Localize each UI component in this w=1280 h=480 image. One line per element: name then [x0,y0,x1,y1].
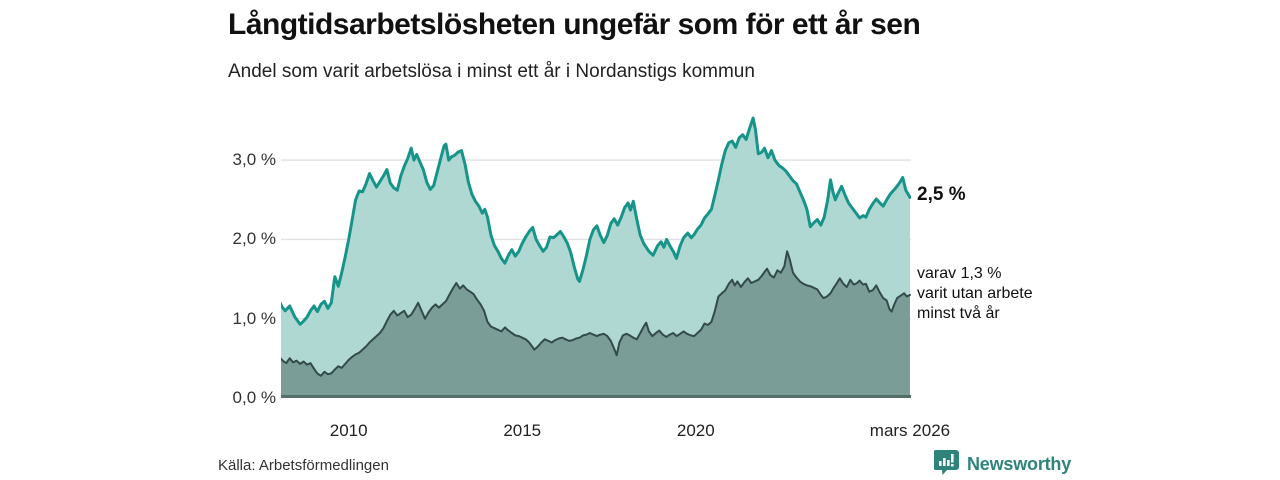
x-axis-tick-label: 2010 [329,421,368,440]
page-subtitle: Andel som varit arbetslösa i minst ett å… [228,61,755,82]
brand-name: Newsworthy [967,453,1072,474]
y-axis-tick-label: 1,0 % [232,308,276,328]
y-axis-tick-label: 0,0 % [232,388,276,407]
source-text: Källa: Arbetsförmedlingen [218,457,389,474]
end-value-label: 2,5 % [917,184,966,206]
x-axis-tick-label: 2020 [676,421,715,440]
y-axis-tick-label: 3,0 % [232,150,276,170]
x-axis-tick-label: mars 2026 [869,421,951,440]
page-title: Långtidsarbetslösheten ungefär som för e… [228,8,921,41]
x-axis-tick-label: 2015 [503,421,542,440]
unemployment-area-chart [281,116,911,398]
y-axis-tick-label: 2,0 % [232,229,276,249]
newsworthy-logo: Newsworthy [933,450,1072,477]
annotation-note: varav 1,3 % varit utan arbete minst två … [917,264,1033,322]
bar-chart-bubble-icon [933,450,959,477]
